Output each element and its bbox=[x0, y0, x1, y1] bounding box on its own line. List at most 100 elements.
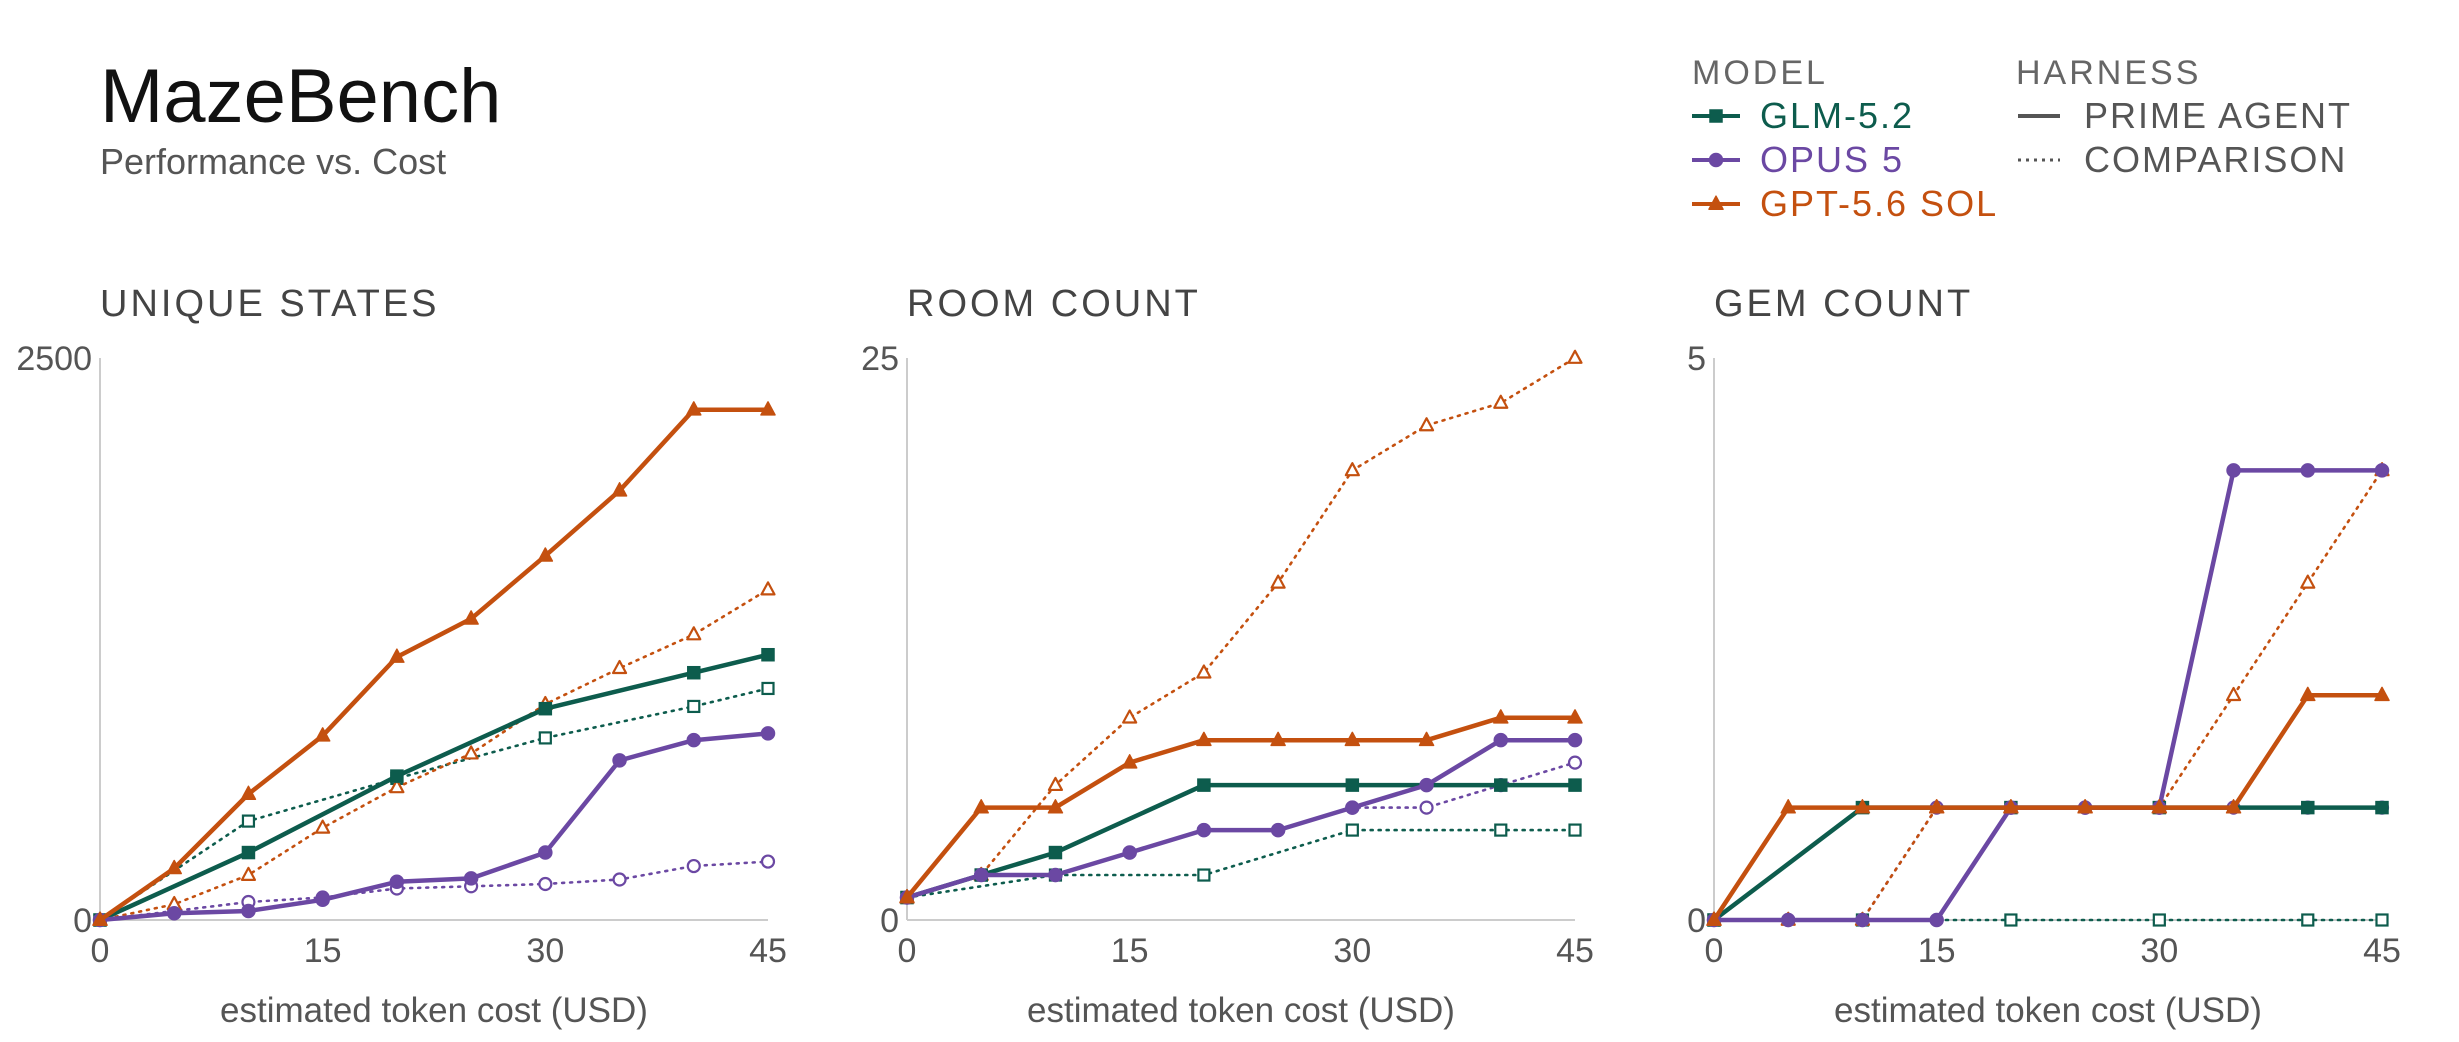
data-point bbox=[687, 699, 701, 714]
data-point bbox=[1854, 799, 1871, 814]
data-point bbox=[1419, 800, 1434, 815]
data-point bbox=[92, 911, 108, 926]
data-point bbox=[2151, 799, 2168, 814]
x-tick-label: 30 bbox=[2140, 932, 2178, 970]
panel-gem-count: GEM COUNT 0 5 0 15 30 45 estimated token cost (… bbox=[1687, 283, 2401, 1030]
panel-room-count: ROOM COUNT 0 25 0 15 30 45 estimated token cost… bbox=[861, 283, 1594, 1030]
data-point bbox=[2301, 913, 2315, 927]
data-point bbox=[1568, 823, 1582, 837]
data-point bbox=[1122, 845, 1137, 860]
series-glm-5-2-prime-agent bbox=[900, 778, 1582, 905]
series-line bbox=[1711, 805, 2385, 923]
data-point bbox=[1196, 822, 1212, 838]
x-tick-label: 15 bbox=[304, 932, 342, 970]
series-gpt-5-6-sol-prime-agent bbox=[92, 401, 776, 926]
data-point bbox=[538, 845, 553, 860]
series-line bbox=[98, 687, 770, 922]
series-glm-5-2-prime-agent bbox=[1707, 800, 2389, 927]
data-point bbox=[389, 648, 405, 663]
data-point bbox=[314, 727, 331, 742]
data-point bbox=[2301, 800, 2315, 815]
data-point bbox=[2226, 463, 2241, 478]
data-point bbox=[1121, 754, 1138, 769]
data-point bbox=[1197, 778, 1211, 792]
data-point bbox=[463, 745, 479, 760]
x-tick-label: 15 bbox=[1918, 932, 1956, 970]
legend-item-glm-5-2: GLM-5.2 bbox=[1692, 95, 1914, 136]
data-point bbox=[1270, 822, 1286, 838]
x-tick-label: 0 bbox=[1705, 932, 1724, 970]
x-tick-label: 30 bbox=[526, 932, 564, 970]
data-point bbox=[2374, 463, 2390, 478]
series-opus-5-prime-agent bbox=[899, 732, 1583, 905]
data-point bbox=[2300, 686, 2316, 702]
legend-label: GLM-5.2 bbox=[1760, 95, 1914, 136]
data-point bbox=[240, 785, 257, 801]
data-point bbox=[686, 401, 702, 416]
data-point bbox=[1345, 800, 1360, 815]
y-tick-label: 25 bbox=[861, 340, 899, 378]
series-line bbox=[1712, 469, 2384, 922]
legend-label: GPT-5.6 SOL bbox=[1760, 183, 1998, 224]
data-point bbox=[1494, 778, 1508, 792]
data-point bbox=[241, 903, 256, 919]
series-opus-5-comparison bbox=[1706, 800, 2390, 928]
y-tick-label: 5 bbox=[1687, 340, 1706, 378]
data-point bbox=[2152, 913, 2166, 927]
data-point bbox=[2004, 913, 2018, 927]
y-tick-label: 0 bbox=[73, 902, 92, 940]
series-opus-5-prime-agent bbox=[1706, 463, 2390, 928]
panel-title: UNIQUE STATES bbox=[100, 283, 440, 325]
series-gpt-5-6-sol-comparison bbox=[1706, 462, 2390, 926]
data-point bbox=[2300, 463, 2316, 478]
legend-label: PRIME AGENT bbox=[2084, 95, 2352, 136]
series-line bbox=[98, 860, 770, 922]
series-glm-5-2-comparison bbox=[900, 823, 1582, 905]
data-point bbox=[1418, 417, 1435, 432]
series-line bbox=[904, 782, 1578, 900]
series-gpt-5-6-sol-comparison bbox=[92, 581, 776, 926]
data-point bbox=[686, 732, 702, 748]
data-point bbox=[538, 876, 553, 892]
data-point bbox=[1345, 778, 1360, 792]
page-title: MazeBench bbox=[100, 54, 501, 139]
data-point bbox=[2077, 799, 2093, 814]
data-point bbox=[538, 701, 553, 716]
x-tick-label: 45 bbox=[2363, 932, 2401, 970]
data-point bbox=[1270, 731, 1286, 747]
panel-title: GEM COUNT bbox=[1714, 283, 1973, 325]
data-point bbox=[1197, 868, 1211, 882]
data-point bbox=[2003, 799, 2019, 814]
legend-item-opus-5: OPUS 5 bbox=[1692, 139, 1902, 180]
series-opus-5-comparison bbox=[92, 854, 776, 928]
legend-harness-title: HARNESS bbox=[2016, 54, 2201, 92]
data-point bbox=[1344, 462, 1360, 477]
data-point bbox=[1122, 709, 1138, 724]
data-point bbox=[1418, 731, 1435, 747]
series-line bbox=[904, 715, 1578, 900]
data-point bbox=[1048, 845, 1063, 860]
data-point bbox=[2225, 686, 2242, 702]
legend-item-comparison: COMPARISON bbox=[2018, 139, 2345, 180]
data-point bbox=[537, 547, 554, 562]
data-point bbox=[390, 769, 404, 783]
data-point bbox=[166, 906, 182, 921]
data-point bbox=[463, 610, 479, 625]
data-point bbox=[760, 401, 776, 416]
data-point bbox=[1196, 731, 1212, 747]
x-tick-label: 45 bbox=[749, 932, 787, 970]
x-tick-label: 30 bbox=[1333, 932, 1371, 970]
data-point bbox=[686, 626, 702, 641]
data-point bbox=[686, 858, 701, 874]
series-line bbox=[97, 407, 771, 923]
data-point bbox=[2375, 913, 2389, 927]
data-point bbox=[761, 681, 775, 696]
series-gpt-5-6-sol-comparison bbox=[899, 349, 1583, 904]
data-point bbox=[241, 845, 256, 860]
data-point bbox=[1928, 799, 1945, 814]
x-axis-label: estimated token cost (USD) bbox=[1027, 991, 1455, 1030]
data-point bbox=[315, 819, 331, 834]
data-point bbox=[1196, 664, 1212, 679]
